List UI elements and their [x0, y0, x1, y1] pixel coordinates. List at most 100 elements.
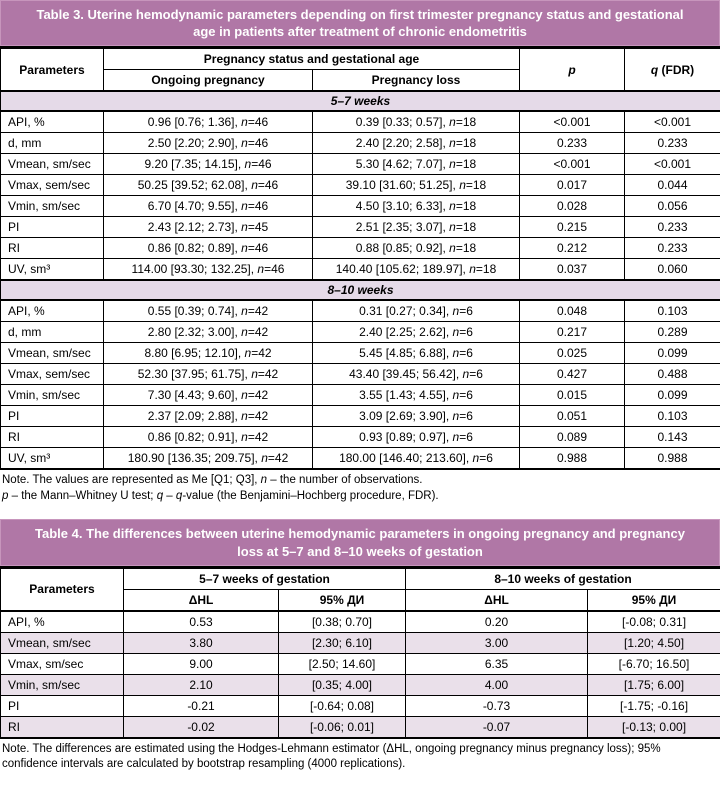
value-cell: 0.056	[624, 195, 720, 218]
table4-body: API, % 0.53 [0.38; 0.70] 0.20 [-0.08; 0.31] V…	[0, 610, 720, 739]
table-row: RI -0.02 [-0.06; 0.01] -0.07 [-0.13; 0.00]	[0, 715, 720, 739]
param-cell: RI	[0, 715, 124, 739]
value-cell: 3.80	[123, 631, 279, 654]
value-cell: 0.233	[624, 216, 720, 239]
col-header-p: p	[519, 47, 625, 92]
value-cell: [2.50; 14.60]	[278, 652, 406, 675]
value-cell: 114.00 [93.30; 132.25], n=46	[103, 258, 313, 281]
value-cell: 2.43 [2.12; 2.73], n=45	[103, 216, 313, 239]
value-cell: 0.88 [0.85; 0.92], n=18	[312, 237, 520, 260]
value-cell: 140.40 [105.62; 189.97], n=18	[312, 258, 520, 281]
col-header-ci-2: 95% ДИ	[586, 588, 720, 612]
param-cell: API, %	[0, 299, 104, 323]
param-cell: d, mm	[0, 132, 104, 155]
value-cell: 8.80 [6.95; 12.10], n=42	[103, 342, 313, 365]
col-header-ongoing: Ongoing pregnancy	[103, 69, 313, 92]
param-cell: PI	[0, 694, 124, 717]
col-header-group-8-10: 8–10 weeks of gestation	[404, 566, 720, 590]
value-cell: 0.143	[624, 426, 720, 449]
table-row: Vmean, sm/sec 3.80 [2.30; 6.10] 3.00 [1.20; …	[0, 631, 720, 654]
value-cell: 5.45 [4.85; 6.88], n=6	[312, 342, 520, 365]
value-cell: -0.21	[123, 694, 279, 717]
value-cell: 0.20	[405, 610, 588, 633]
value-cell: 2.51 [2.35; 3.07], n=18	[312, 216, 520, 239]
table-row: PI 2.43 [2.12; 2.73], n=45 2.51 [2.35; 3.0…	[0, 216, 720, 239]
value-cell: [2.30; 6.10]	[278, 631, 406, 654]
value-cell: 0.051	[519, 405, 625, 428]
value-cell: 9.20 [7.35; 14.15], n=46	[103, 153, 313, 176]
value-cell: 6.70 [4.70; 9.55], n=46	[103, 195, 313, 218]
table3: Parameters Pregnancy status and gestatio…	[0, 46, 720, 471]
col-header-parameters: Parameters	[0, 566, 124, 612]
value-cell: -0.73	[405, 694, 588, 717]
value-cell: 0.53	[123, 610, 279, 633]
value-cell: [-0.06; 0.01]	[278, 715, 406, 739]
value-cell: 2.10	[123, 673, 279, 696]
table3-header: Parameters Pregnancy status and gestatio…	[0, 47, 720, 92]
col-header-parameters: Parameters	[0, 47, 104, 92]
value-cell: 2.50 [2.20; 2.90], n=46	[103, 132, 313, 155]
page: Table 3. Uterine hemodynamic parameters …	[0, 0, 720, 770]
value-cell: [-0.08; 0.31]	[586, 610, 720, 633]
param-cell: UV, sm³	[0, 258, 104, 281]
value-cell: 180.00 [146.40; 213.60], n=6	[312, 447, 520, 470]
value-cell: 0.037	[519, 258, 625, 281]
value-cell: 4.50 [3.10; 6.33], n=18	[312, 195, 520, 218]
value-cell: 0.55 [0.39; 0.74], n=42	[103, 299, 313, 323]
table-row: API, % 0.96 [0.76; 1.36], n=46 0.39 [0.33;…	[0, 110, 720, 134]
col-header-group: Pregnancy status and gestational age	[103, 47, 520, 71]
param-cell: UV, sm³	[0, 447, 104, 470]
value-cell: 0.233	[624, 132, 720, 155]
param-cell: PI	[0, 216, 104, 239]
value-cell: 4.00	[405, 673, 588, 696]
param-cell: Vmean, sm/sec	[0, 342, 104, 365]
value-cell: 0.988	[519, 447, 625, 470]
param-cell: Vmin, sm/sec	[0, 195, 104, 218]
table3-body: 5–7 weeks API, % 0.96 [0.76; 1.36], n=46 0.…	[0, 90, 720, 470]
value-cell: [0.35; 4.00]	[278, 673, 406, 696]
value-cell: [0.38; 0.70]	[278, 610, 406, 633]
table4-title: Table 4. The differences between uterine…	[0, 519, 720, 566]
value-cell: 3.00	[405, 631, 588, 654]
table-row: Vmax, sm/sec 9.00 [2.50; 14.60] 6.35 [-6.70;…	[0, 652, 720, 675]
header-row-2: ΔHL 95% ДИ ΔHL 95% ДИ	[1, 588, 720, 612]
value-cell: 0.089	[519, 426, 625, 449]
param-cell: Vmax, sem/sec	[0, 174, 104, 197]
value-cell: 2.80 [2.32; 3.00], n=42	[103, 321, 313, 344]
value-cell: 3.55 [1.43; 4.55], n=6	[312, 384, 520, 407]
value-cell: 2.37 [2.09; 2.88], n=42	[103, 405, 313, 428]
value-cell: [-6.70; 16.50]	[586, 652, 720, 675]
value-cell: 0.099	[624, 342, 720, 365]
table-row: Vmin, sm/sec 2.10 [0.35; 4.00] 4.00 [1.75; 6…	[0, 673, 720, 696]
header-row-2: Ongoing pregnancy Pregnancy loss	[1, 69, 720, 92]
table-row: API, % 0.55 [0.39; 0.74], n=42 0.31 [0.27;…	[0, 299, 720, 323]
value-cell: 0.044	[624, 174, 720, 197]
value-cell: [1.20; 4.50]	[586, 631, 720, 654]
value-cell: 43.40 [39.45; 56.42], n=6	[312, 363, 520, 386]
param-cell: Vmax, sem/sec	[0, 363, 104, 386]
value-cell: <0.001	[624, 110, 720, 134]
table-row: Vmean, sm/sec 9.20 [7.35; 14.15], n=46 5.3…	[0, 153, 720, 176]
q-label: q	[650, 62, 659, 77]
value-cell: 0.93 [0.89; 0.97], n=6	[312, 426, 520, 449]
value-cell: 0.028	[519, 195, 625, 218]
value-cell: 0.39 [0.33; 0.57], n=18	[312, 110, 520, 134]
value-cell: 3.09 [2.69; 3.90], n=6	[312, 405, 520, 428]
table3-title: Table 3. Uterine hemodynamic parameters …	[0, 0, 720, 47]
value-cell: -0.02	[123, 715, 279, 739]
value-cell: 0.099	[624, 384, 720, 407]
value-cell: 0.215	[519, 216, 625, 239]
value-cell: 39.10 [31.60; 51.25], n=18	[312, 174, 520, 197]
param-cell: Vmean, sm/sec	[0, 153, 104, 176]
section-band-row: 8–10 weeks	[0, 279, 720, 302]
col-header-q: q (FDR)	[624, 47, 720, 92]
value-cell: 0.988	[624, 447, 720, 470]
value-cell: [-0.13; 0.00]	[586, 715, 720, 739]
value-cell: 0.060	[624, 258, 720, 281]
value-cell: 5.30 [4.62; 7.07], n=18	[312, 153, 520, 176]
value-cell: [-0.64; 0.08]	[278, 694, 406, 717]
value-cell: 0.96 [0.76; 1.36], n=46	[103, 110, 313, 134]
table-row: PI 2.37 [2.09; 2.88], n=42 3.09 [2.69; 3.9…	[0, 405, 720, 428]
value-cell: 0.233	[519, 132, 625, 155]
table-row: Vmax, sem/sec 52.30 [37.95; 61.75], n=42 4…	[0, 363, 720, 386]
